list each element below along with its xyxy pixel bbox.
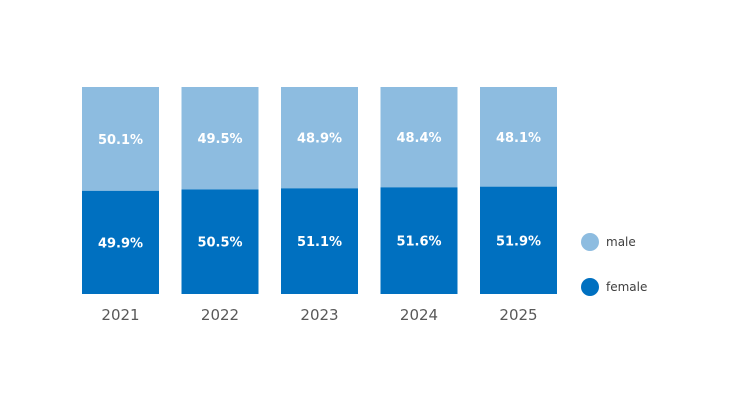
x-tick-label-2025: 2025 <box>499 306 537 324</box>
bar-female-2021 <box>82 190 159 294</box>
legend-marker-male <box>581 233 599 251</box>
legend-label-male: male <box>606 235 636 249</box>
legend-marker-female <box>581 278 599 296</box>
bar-female-2024 <box>380 187 458 294</box>
x-tick-label-2022: 2022 <box>201 306 239 324</box>
bar-male-2021 <box>82 87 159 191</box>
bar-male-2025 <box>480 87 557 187</box>
x-tick-label-2023: 2023 <box>300 306 338 324</box>
x-tick-label-2024: 2024 <box>400 306 438 324</box>
data-label-female-2023: 51.1% <box>297 235 342 250</box>
x-axis-ticks: 2021 2022 2023 2024 2025 <box>101 306 537 324</box>
data-label-female-2024: 51.6% <box>396 235 441 250</box>
legend-label-female: female <box>606 280 647 294</box>
bar-male-2022 <box>181 87 259 190</box>
data-label-female-2022: 50.5% <box>197 236 242 251</box>
bar-female-2023 <box>281 188 358 294</box>
data-label-female-2021: 49.9% <box>98 236 143 251</box>
bar-female-2025 <box>480 186 557 294</box>
x-tick-label-2021: 2021 <box>101 306 139 324</box>
bars-group <box>82 87 557 294</box>
data-label-female-2025: 51.9% <box>496 234 541 249</box>
data-label-male-2022: 49.5% <box>197 132 242 147</box>
data-label-male-2021: 50.1% <box>98 133 143 148</box>
data-label-male-2024: 48.4% <box>396 131 441 146</box>
bar-male-2023 <box>281 87 358 189</box>
data-label-male-2025: 48.1% <box>496 131 541 146</box>
legend: male female <box>581 233 647 296</box>
bar-male-2024 <box>380 87 458 188</box>
bar-female-2022 <box>181 189 259 294</box>
bar-labels-group: 49.9% 50.1% 50.5% 49.5% 51.1% 48.9% 51.6% 48.4%… <box>98 131 541 252</box>
data-label-male-2023: 48.9% <box>297 132 342 147</box>
